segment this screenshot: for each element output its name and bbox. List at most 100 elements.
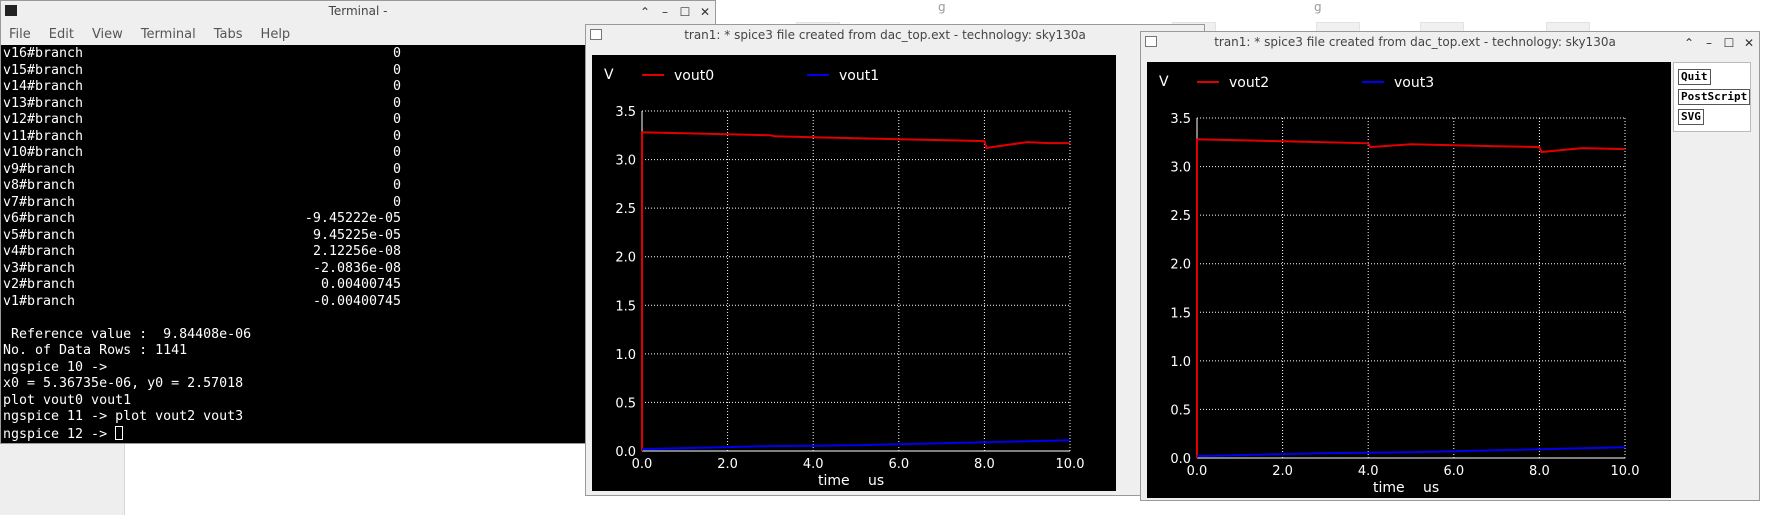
menu-view[interactable]: View bbox=[91, 26, 123, 42]
terminal-line: v11#branch 0 bbox=[1, 129, 715, 146]
terminal-line: v6#branch -9.45222e-05 bbox=[1, 211, 715, 228]
menu-file[interactable]: File bbox=[9, 26, 31, 42]
branch-value: -9.45222e-05 bbox=[304, 211, 401, 226]
window-icon bbox=[590, 29, 602, 40]
branch-value: 0 bbox=[392, 194, 401, 210]
branch-name: v9#branch bbox=[3, 161, 76, 177]
terminal-line: v12#branch 0 bbox=[1, 112, 715, 129]
x-tick-label: 4.0 bbox=[803, 457, 824, 472]
terminal-titlebar[interactable]: Terminal - ⌃ – ☐ ✕ bbox=[1, 1, 715, 23]
legend-label: vout0 bbox=[674, 68, 714, 84]
x-tick-label: 8.0 bbox=[974, 457, 995, 472]
terminal-line: x0 = 5.36735e-06, y0 = 2.57018 bbox=[3, 376, 244, 391]
branch-value: 2.12256e-08 bbox=[312, 244, 401, 259]
maximize-icon[interactable]: ☐ bbox=[679, 5, 691, 19]
y-tick-label: 0.0 bbox=[615, 445, 636, 460]
branch-name: v8#branch bbox=[3, 178, 76, 193]
x-tick-label: 2.0 bbox=[717, 457, 738, 472]
x-tick-label: 10.0 bbox=[1056, 457, 1085, 472]
branch-name: v16#branch bbox=[3, 46, 84, 61]
plot1-title: tran1: * spice3 file created from dac_to… bbox=[684, 28, 1086, 42]
terminal-line: v5#branch 9.45225e-05 bbox=[1, 228, 715, 245]
branch-value: 0 bbox=[392, 95, 401, 111]
x-tick-label: 0.0 bbox=[1187, 464, 1208, 479]
branch-value: 0 bbox=[392, 178, 401, 193]
y-tick-label: 3.5 bbox=[1170, 112, 1191, 127]
terminal-line: v10#branch 0 bbox=[1, 145, 715, 162]
branch-name: v3#branch bbox=[3, 260, 76, 276]
x-axis-label: time bbox=[818, 473, 850, 489]
branch-name: v1#branch bbox=[3, 293, 76, 309]
menu-help[interactable]: Help bbox=[260, 26, 291, 42]
terminal-title: Terminal - bbox=[328, 4, 388, 18]
y-tick-label: 0.5 bbox=[1170, 403, 1191, 418]
y-tick-label: 0.0 bbox=[1170, 452, 1191, 467]
menu-edit[interactable]: Edit bbox=[48, 26, 74, 42]
y-tick-label: 2.5 bbox=[615, 202, 636, 217]
plot1-titlebar[interactable]: tran1: * spice3 file created from dac_to… bbox=[586, 25, 1204, 47]
y-tick-label: 2.0 bbox=[615, 251, 636, 266]
branch-value: 0 bbox=[392, 145, 401, 160]
plot2-titlebar[interactable]: tran1: * spice3 file created from dac_to… bbox=[1141, 32, 1759, 54]
branch-name: v13#branch bbox=[3, 95, 84, 111]
terminal-prompt-line[interactable]: ngspice 12 -> bbox=[1, 425, 715, 443]
x-axis-unit: us bbox=[868, 473, 884, 489]
desktop-sidebar bbox=[0, 440, 125, 515]
terminal-menubar: File Edit View Terminal Tabs Help bbox=[1, 23, 715, 45]
y-tick-label: 1.5 bbox=[1170, 306, 1191, 321]
branch-value: -0.00400745 bbox=[312, 293, 401, 309]
y-axis-label: V bbox=[1159, 74, 1169, 90]
desktop-label: g bbox=[1314, 0, 1322, 14]
branch-name: v12#branch bbox=[3, 112, 84, 127]
y-tick-label: 1.0 bbox=[1170, 355, 1191, 370]
plot-window-2[interactable]: tran1: * spice3 file created from dac_to… bbox=[1140, 31, 1760, 501]
branch-value: 0 bbox=[392, 46, 401, 61]
branch-value: -2.0836e-08 bbox=[312, 260, 401, 276]
branch-name: v6#branch bbox=[3, 211, 76, 226]
terminal-line: v8#branch 0 bbox=[1, 178, 715, 195]
plot2-button-panel: Quit PostScript SVG bbox=[1673, 62, 1751, 132]
terminal-line: ngspice 10 -> bbox=[3, 359, 108, 375]
quit-button[interactable]: Quit bbox=[1678, 69, 1711, 85]
branch-value: 0 bbox=[392, 79, 401, 94]
terminal-prompt: ngspice 12 -> bbox=[3, 426, 116, 442]
y-tick-label: 2.0 bbox=[1170, 258, 1191, 273]
minimize-icon[interactable]: – bbox=[662, 5, 668, 19]
svg-button[interactable]: SVG bbox=[1678, 109, 1704, 125]
series-line-vout2 bbox=[1196, 138, 1626, 458]
chevron-up-icon[interactable]: ⌃ bbox=[1683, 36, 1695, 50]
terminal-line: v4#branch 2.12256e-08 bbox=[1, 244, 715, 261]
window-icon bbox=[1145, 36, 1157, 47]
x-tick-label: 2.0 bbox=[1272, 464, 1293, 479]
menu-terminal[interactable]: Terminal bbox=[140, 26, 196, 42]
legend-label: vout3 bbox=[1394, 75, 1434, 91]
terminal-line: v14#branch 0 bbox=[1, 79, 715, 96]
y-tick-label: 1.5 bbox=[615, 299, 636, 314]
postscript-button[interactable]: PostScript bbox=[1678, 89, 1751, 105]
desktop-label: g bbox=[938, 0, 946, 14]
terminal-line: plot vout0 vout1 bbox=[3, 392, 132, 408]
close-icon[interactable]: ✕ bbox=[1743, 36, 1755, 50]
maximize-icon[interactable]: ☐ bbox=[1723, 36, 1735, 50]
menu-tabs[interactable]: Tabs bbox=[213, 26, 243, 42]
x-tick-label: 10.0 bbox=[1611, 464, 1640, 479]
series-line-vout0 bbox=[641, 131, 1070, 451]
terminal-icon bbox=[5, 5, 17, 16]
chevron-up-icon[interactable]: ⌃ bbox=[639, 5, 651, 19]
terminal-line: v2#branch 0.00400745 bbox=[1, 277, 715, 294]
legend-label: vout2 bbox=[1229, 75, 1269, 91]
plot-window-1[interactable]: tran1: * spice3 file created from dac_to… bbox=[585, 24, 1205, 496]
branch-name: v10#branch bbox=[3, 145, 84, 160]
minimize-icon[interactable]: – bbox=[1706, 36, 1712, 50]
terminal-line: v3#branch -2.0836e-08 bbox=[1, 261, 715, 278]
x-tick-label: 0.0 bbox=[632, 457, 653, 472]
terminal-line: No. of Data Rows : 1141 bbox=[3, 343, 188, 358]
branch-value: 0 bbox=[392, 161, 401, 177]
y-tick-label: 3.5 bbox=[615, 105, 636, 120]
branch-value: 0 bbox=[392, 62, 401, 78]
terminal-line: v16#branch 0 bbox=[1, 46, 715, 63]
close-icon[interactable]: ✕ bbox=[699, 5, 711, 19]
branch-name: v5#branch bbox=[3, 227, 76, 243]
